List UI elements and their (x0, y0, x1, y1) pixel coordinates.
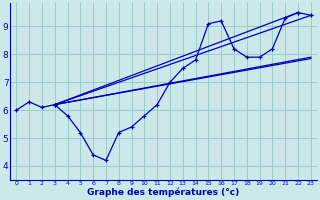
X-axis label: Graphe des températures (°c): Graphe des températures (°c) (87, 188, 240, 197)
